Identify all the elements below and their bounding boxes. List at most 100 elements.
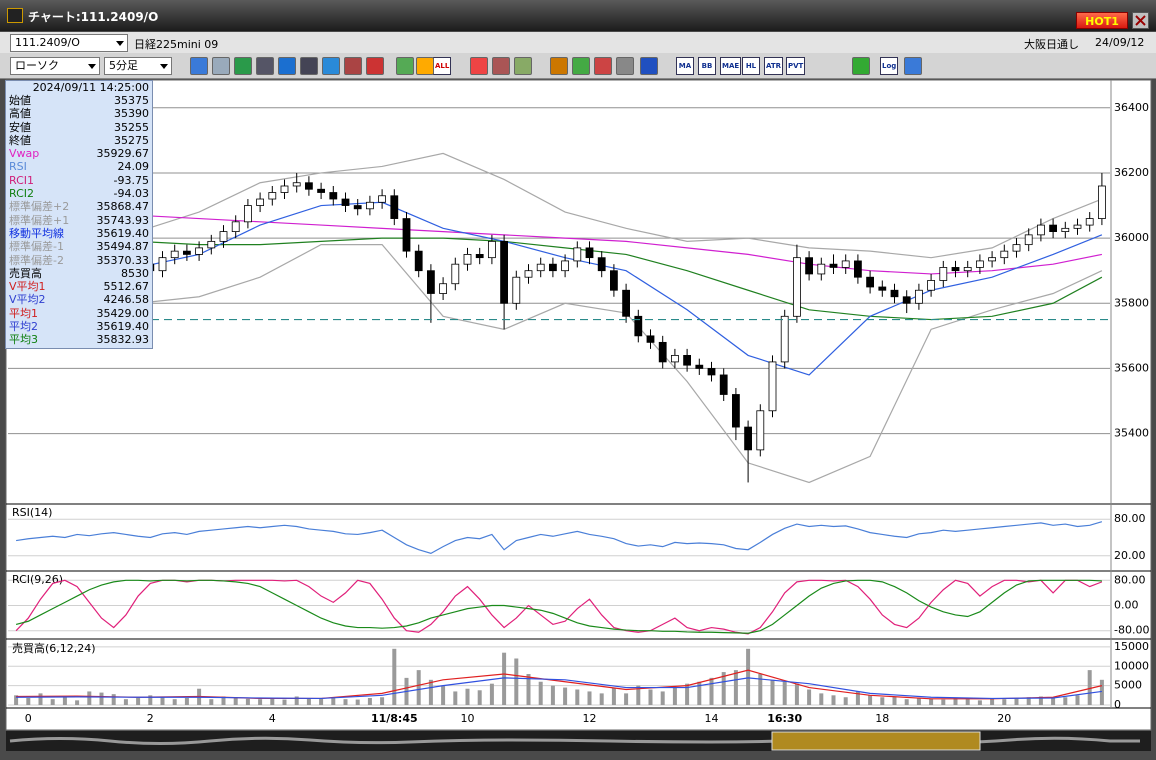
toolbar-button[interactable]: MAE — [720, 57, 742, 75]
toolbar-button[interactable]: Log — [880, 57, 899, 75]
close-button[interactable] — [1132, 12, 1149, 29]
toolbar-icon[interactable] — [190, 57, 208, 75]
toolbar-icon[interactable] — [416, 57, 434, 75]
overlay-line — [15, 244, 1103, 484]
toolbar-icon[interactable] — [322, 57, 340, 75]
candle-body — [988, 257, 996, 262]
x-tick-label: 11/8:45 — [371, 712, 418, 725]
interval-select[interactable]: 5分足 — [104, 57, 172, 75]
toolbar: ローソク 5分足 ALL MA BB MAE HL ATR PVT Log — [0, 53, 1156, 79]
toolbar-icon[interactable] — [396, 57, 414, 75]
toolbar-icon[interactable] — [256, 57, 274, 75]
toolbar-icon[interactable] — [492, 57, 510, 75]
symbol-input[interactable]: 111.2409/O — [10, 34, 128, 52]
volume-bar — [87, 691, 92, 705]
symbol: 111.2409/O — [15, 36, 80, 49]
candle-body — [817, 263, 826, 275]
candle-body — [243, 205, 252, 223]
volume-bar — [62, 697, 67, 705]
info-label: RCI1 — [9, 173, 35, 187]
instrument-name: 日経225mini 09 — [134, 38, 219, 51]
volume-bar — [465, 688, 470, 705]
toolbar-icon[interactable] — [616, 57, 634, 75]
volume-bar — [624, 693, 629, 705]
candle-body — [854, 260, 862, 278]
info-row: 標準偏差-2 35370.33 — [9, 254, 149, 267]
info-value: 8530 — [121, 266, 149, 280]
x-tick-label: 10 — [461, 712, 475, 725]
volume-bar — [685, 683, 690, 705]
volume-bar — [453, 691, 458, 705]
toolbar-icon[interactable] — [904, 57, 922, 75]
toolbar-icon[interactable] — [572, 57, 590, 75]
candle-body — [549, 263, 557, 272]
volume-bar — [941, 699, 946, 705]
info-row: Vwap 35929.67 — [9, 147, 149, 160]
candle-body — [170, 250, 179, 259]
volume-bar — [916, 698, 921, 705]
hot-button[interactable]: HOT1 — [1076, 12, 1128, 29]
toolbar-button[interactable]: HL — [742, 57, 760, 75]
candle-body — [402, 218, 411, 252]
candle-body — [280, 185, 289, 193]
info-row: V平均1 5512.67 — [9, 280, 149, 293]
chart-style-select[interactable]: ローソク — [10, 57, 100, 75]
info-label: 高値 — [9, 107, 31, 121]
candle-body — [939, 267, 948, 281]
toolbar-icon[interactable] — [300, 57, 318, 75]
scroll-thumb[interactable] — [771, 731, 981, 751]
toolbar-button[interactable]: ATR — [764, 57, 784, 75]
toolbar-icon[interactable] — [514, 57, 532, 75]
info-row: 始値 35375 — [9, 94, 149, 107]
toolbar-icon[interactable] — [234, 57, 252, 75]
volume-bar — [599, 693, 604, 705]
volume-bar — [1063, 697, 1068, 705]
volume-bar — [1014, 698, 1019, 705]
volume-bar — [441, 685, 446, 705]
volume-bar — [99, 692, 104, 705]
candle-body — [500, 240, 509, 304]
toolbar-icon[interactable] — [470, 57, 488, 75]
overlay-line — [16, 677, 1102, 700]
volume-bar — [294, 696, 299, 705]
info-value: 35929.67 — [96, 147, 150, 161]
volume-bar — [977, 700, 982, 705]
candle-body — [463, 254, 472, 265]
candle-body — [182, 250, 191, 255]
candle-body — [268, 192, 277, 200]
info-row: 高値 35390 — [9, 107, 149, 120]
toolbar-button[interactable]: BB — [698, 57, 716, 75]
candle-body — [414, 250, 423, 272]
toolbar-icon[interactable] — [852, 57, 870, 75]
toolbar-button[interactable]: MA — [676, 57, 694, 75]
volume-bar — [904, 699, 909, 705]
candle-body — [878, 286, 887, 291]
candle-body — [365, 201, 374, 210]
toolbar-button[interactable]: PVT — [786, 57, 806, 75]
session: 大阪日通し — [1024, 38, 1079, 51]
candle-body — [1061, 227, 1070, 233]
candle-body — [841, 260, 850, 268]
toolbar-icon[interactable] — [344, 57, 362, 75]
toolbar-icon[interactable] — [278, 57, 296, 75]
toolbar-icon[interactable] — [594, 57, 612, 75]
toolbar-icon[interactable] — [550, 57, 568, 75]
candle-body — [378, 195, 387, 203]
toolbar-icon[interactable] — [212, 57, 230, 75]
chart-background — [5, 79, 1152, 731]
candle-body — [646, 335, 655, 343]
candle-body — [890, 289, 899, 298]
y-tick-label: 36000 — [1114, 231, 1149, 244]
toolbar-icon[interactable] — [640, 57, 658, 75]
date: 24/09/12 — [1095, 36, 1145, 49]
candle-body — [805, 257, 813, 275]
volume-bar — [514, 658, 519, 705]
info-row: 終値 35275 — [9, 134, 149, 147]
info-label: 標準偏差-1 — [9, 240, 64, 254]
volume-bar — [380, 697, 385, 705]
candle-body — [963, 267, 972, 272]
volume-bar — [880, 697, 885, 705]
candle-body — [207, 240, 216, 249]
info-row: 平均2 35619.40 — [9, 320, 149, 333]
toolbar-icon[interactable] — [366, 57, 384, 75]
